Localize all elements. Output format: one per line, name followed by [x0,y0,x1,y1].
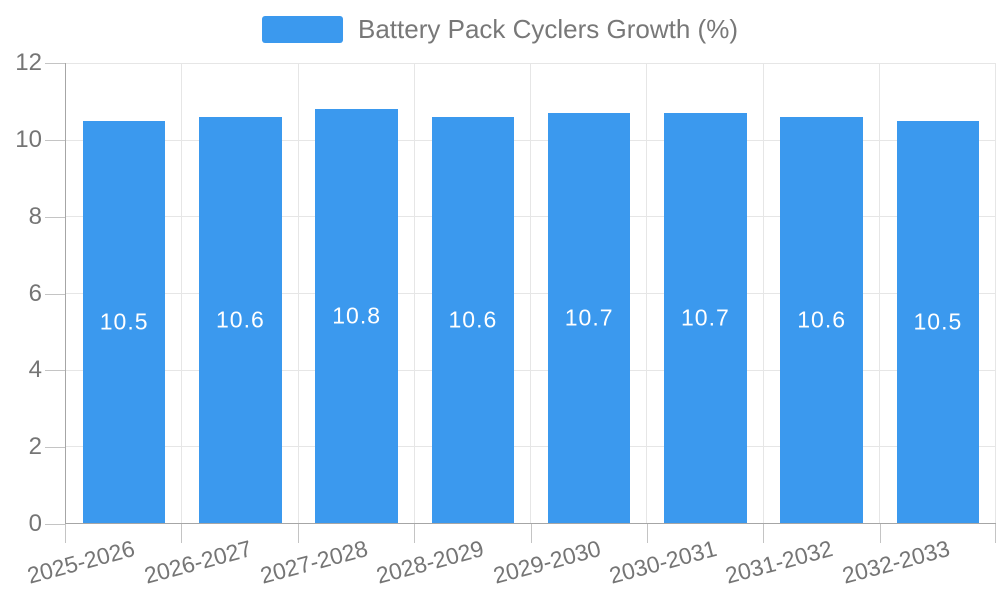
x-axis-label: 2028-2029 [373,535,487,589]
gridline-y-4 [66,369,996,371]
y-axis-tick-label: 4 [28,356,42,384]
bar-value-label: 10.7 [564,304,614,331]
bar-value-label: 10.5 [913,308,963,335]
bar-2028-2029[interactable]: 10.6 [431,116,515,523]
legend-item[interactable]: Battery Pack Cyclers Growth (%) [262,14,738,45]
x-axis-tick [879,524,881,543]
bar-value-label: 10.5 [99,308,149,335]
bar-category-cell: 10.5 [66,63,182,523]
x-axis-tick [995,524,996,543]
x-axis-tick [65,524,66,543]
y-axis-ticks [45,63,65,525]
gridline-y-12 [66,63,996,64]
gridline-x-boundary [878,63,880,523]
x-axis-tick [414,524,416,543]
x-axis-label: 2029-2030 [490,535,604,589]
x-axis-tick [763,524,765,543]
bar-2030-2031[interactable]: 10.7 [664,112,747,523]
x-axis-ticks [65,524,996,543]
bar-category-cell: 10.6 [182,63,298,523]
gridline-x-boundary [413,63,415,523]
x-axis-tick [646,524,648,543]
bar-value-label: 10.6 [215,306,265,333]
y-axis-tick-label: 12 [15,49,42,76]
y-axis-tick [45,524,65,525]
legend-swatch-icon [262,16,344,43]
y-axis-tick [45,63,65,64]
y-axis-labels: 0 2 4 6 8 10 12 [0,51,42,536]
y-axis-tick-label: 0 [28,510,42,537]
y-axis-tick [45,139,65,141]
bar-category-cell: 10.8 [299,63,415,523]
legend-label: Battery Pack Cyclers Growth (%) [358,14,738,44]
y-axis-tick-label: 10 [15,125,42,153]
y-axis-tick-label: 2 [28,433,42,461]
bar-category-cell: 10.6 [415,63,531,523]
gridline-y-6 [66,293,996,294]
y-axis-tick [45,370,65,372]
x-axis-label: 2030-2031 [606,535,720,589]
x-axis-tick [530,524,532,543]
x-axis-label: 2025-2026 [24,535,138,589]
y-axis-tick [45,293,65,295]
x-axis-label: 2032-2033 [839,535,953,589]
x-axis-label: 2027-2028 [257,535,371,589]
y-axis-tick-label: 6 [28,279,42,307]
gridline-x-boundary [762,63,764,523]
bar-category-cell: 10.7 [647,63,763,523]
plot-area: 10.5 10.6 10.8 10.6 10.7 10.7 10.6 10.5 [65,63,996,524]
bar-2027-2028[interactable]: 10.8 [315,109,398,523]
bar-2031-2032[interactable]: 10.6 [780,116,863,523]
bar-2029-2030[interactable]: 10.7 [547,112,631,523]
x-axis-label: 2031-2032 [722,535,836,589]
bar-value-label: 10.7 [680,304,730,331]
bar-2025-2026[interactable]: 10.5 [82,120,166,523]
x-axis-labels: 2025-2026 2026-2027 2027-2028 2028-2029 2029… [25,524,996,600]
y-axis-tick [45,216,65,218]
gridline-y-10 [66,139,996,141]
gridline-x-boundary [530,63,531,523]
gridline-x-boundary [995,63,996,523]
bar-value-label: 10.8 [332,302,382,329]
gridline-x-boundary [181,63,183,523]
bar-category-cell: 10.6 [764,63,880,523]
bar-value-label: 10.6 [797,306,847,333]
bar-series: 10.5 10.6 10.8 10.6 10.7 10.7 10.6 10.5 [66,63,996,523]
x-axis-tick [181,524,183,543]
y-axis-tick-label: 8 [28,202,42,230]
gridline-y-2 [66,446,996,448]
x-axis-tick [297,524,299,543]
gridline-y-8 [66,216,996,218]
bar-2026-2027[interactable]: 10.6 [199,116,282,523]
bar-2032-2033[interactable]: 10.5 [896,120,980,523]
bar-category-cell: 10.7 [531,63,647,523]
y-axis-tick [45,447,65,449]
x-axis-label: 2026-2027 [141,535,255,589]
gridline-x-boundary [297,63,299,523]
bar-value-label: 10.6 [448,306,498,333]
bar-category-cell: 10.5 [880,63,996,523]
gridline-x-boundary [646,63,648,523]
